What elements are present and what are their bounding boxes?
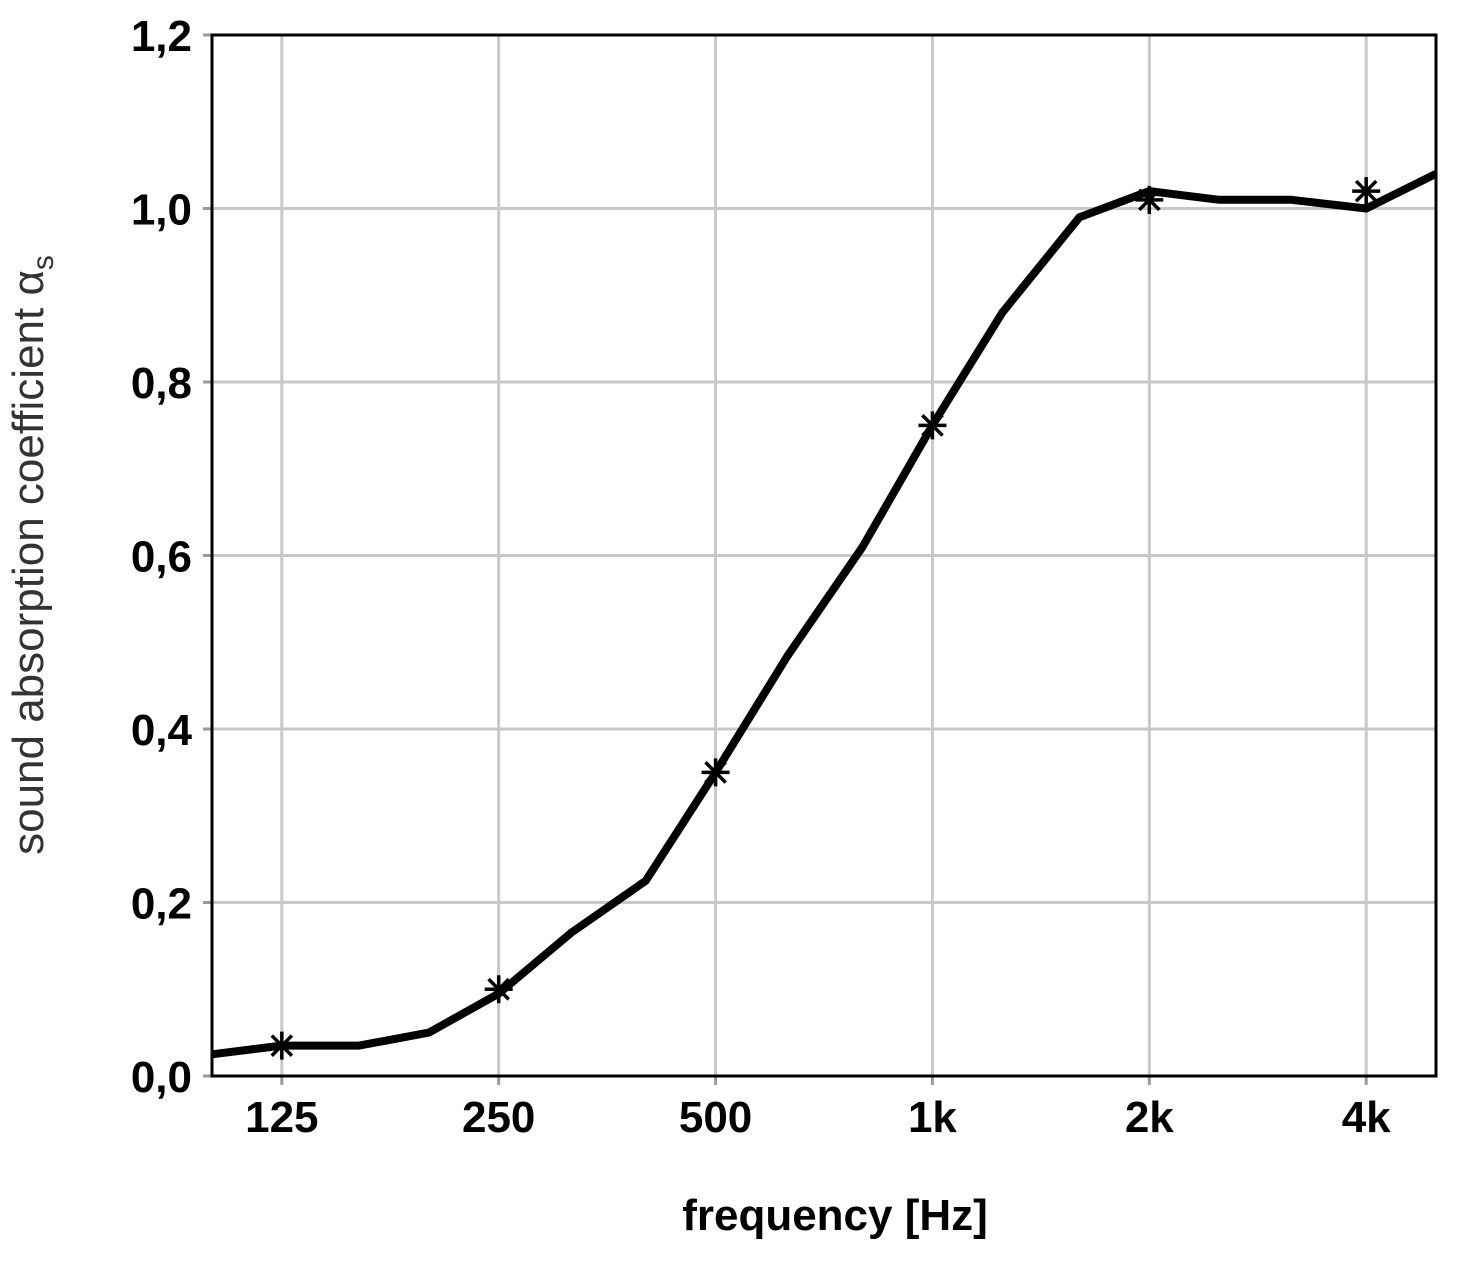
data-point-marker (484, 975, 513, 1004)
x-axis-label: frequency [Hz] (682, 1191, 988, 1240)
asterisk-marker (267, 1031, 296, 1060)
x-tick-label: 125 (245, 1093, 318, 1142)
y-axis-label: sound absorption coefficient αs (4, 255, 60, 855)
x-tick-label: 2k (1125, 1093, 1174, 1142)
series-line (211, 170, 1438, 1059)
y-axis-label-main: sound absorption coefficient α (4, 270, 53, 855)
asterisk-marker (1135, 185, 1164, 214)
asterisk-marker (701, 758, 730, 787)
y-tick-label: 0,8 (131, 359, 192, 408)
y-tick-label: 0,4 (131, 706, 193, 755)
data-point-marker (1135, 185, 1164, 214)
asterisk-marker (918, 411, 947, 440)
plot-frame (210, 33, 1438, 1078)
y-tick-label: 0,0 (131, 1053, 192, 1102)
x-tick-label: 1k (908, 1093, 957, 1142)
y-tick-label: 1,0 (131, 186, 192, 235)
grid-layer (212, 33, 1436, 1078)
data-point-marker (701, 758, 730, 787)
data-point-marker (1352, 177, 1381, 206)
y-tick-label: 0,2 (131, 880, 192, 929)
x-tick-label: 500 (679, 1093, 752, 1142)
y-axis-label-subscript: s (27, 255, 60, 270)
y-tick-label: 1,2 (131, 12, 192, 61)
label-layer: frequency [Hz] sound absorption coeffici… (4, 255, 988, 1240)
asterisk-marker (1352, 177, 1381, 206)
tick-layer: 0,0 0,2 0,4 0,6 0,8 1,0 1,2 125 250 500 1k 2k 4k (131, 12, 1391, 1142)
data-point-marker (267, 1031, 296, 1060)
asterisk-marker (484, 975, 513, 1004)
data-point-marker (918, 411, 947, 440)
y-tick-label: 0,6 (131, 533, 192, 582)
x-tick-label: 4k (1342, 1093, 1391, 1142)
series-layer (211, 170, 1438, 1060)
x-tick-label: 250 (462, 1093, 535, 1142)
